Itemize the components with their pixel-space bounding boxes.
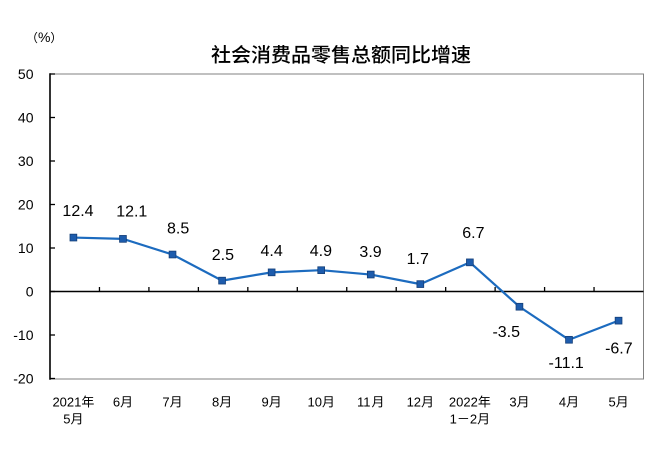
svg-text:11: 11 bbox=[357, 394, 371, 409]
svg-text:40: 40 bbox=[18, 109, 34, 125]
svg-text:1.7: 1.7 bbox=[407, 251, 429, 268]
svg-text:30: 30 bbox=[18, 153, 34, 169]
svg-text:2022: 2022 bbox=[449, 394, 478, 409]
svg-text:8.5: 8.5 bbox=[167, 221, 189, 238]
svg-text:7: 7 bbox=[162, 394, 169, 409]
svg-text:5: 5 bbox=[63, 411, 70, 426]
svg-text:2.5: 2.5 bbox=[212, 247, 234, 264]
svg-text:12: 12 bbox=[407, 394, 421, 409]
svg-text:-20: -20 bbox=[13, 370, 33, 386]
svg-text:12.1: 12.1 bbox=[116, 203, 147, 220]
svg-text:0: 0 bbox=[26, 283, 34, 299]
svg-text:9: 9 bbox=[262, 394, 269, 409]
svg-text:%: % bbox=[38, 29, 50, 45]
svg-text:10: 10 bbox=[307, 394, 321, 409]
svg-text:-6.7: -6.7 bbox=[605, 341, 633, 358]
svg-text:20: 20 bbox=[18, 196, 34, 212]
svg-text:4.9: 4.9 bbox=[310, 243, 332, 260]
svg-text:4.4: 4.4 bbox=[261, 243, 283, 260]
svg-text:-11.1: -11.1 bbox=[549, 355, 584, 372]
svg-text:2: 2 bbox=[470, 411, 477, 426]
svg-text:1: 1 bbox=[450, 411, 457, 426]
svg-text:3: 3 bbox=[509, 394, 516, 409]
svg-text:5: 5 bbox=[608, 394, 615, 409]
svg-text:3.9: 3.9 bbox=[359, 244, 381, 261]
svg-text:6: 6 bbox=[113, 394, 120, 409]
svg-text:6.7: 6.7 bbox=[462, 225, 484, 242]
svg-text:-10: -10 bbox=[13, 327, 33, 343]
svg-text:12.4: 12.4 bbox=[62, 203, 93, 220]
svg-text:10: 10 bbox=[18, 240, 34, 256]
svg-text:2021: 2021 bbox=[52, 394, 81, 409]
svg-text:4: 4 bbox=[559, 394, 566, 409]
svg-text:50: 50 bbox=[18, 66, 34, 82]
svg-text:-3.5: -3.5 bbox=[492, 324, 520, 341]
svg-text:8: 8 bbox=[212, 394, 219, 409]
